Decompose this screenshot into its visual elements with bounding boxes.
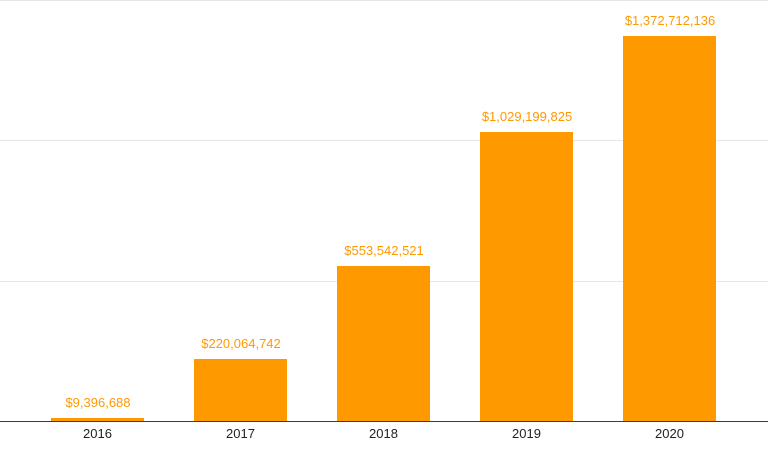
gridline xyxy=(0,140,768,141)
bar-2018 xyxy=(337,266,430,421)
bar-2020 xyxy=(623,36,716,421)
x-axis-label-2017: 2017 xyxy=(226,426,255,441)
x-axis-label-2018: 2018 xyxy=(369,426,398,441)
bar-2019 xyxy=(480,132,573,421)
bar-2017 xyxy=(194,359,287,421)
x-axis: 2016 2017 2018 2019 2020 xyxy=(0,422,768,463)
bar-value-label-2020: $1,372,712,136 xyxy=(624,13,716,28)
x-axis-label-2016: 2016 xyxy=(83,426,112,441)
bar-2016 xyxy=(51,418,144,421)
x-axis-label-2020: 2020 xyxy=(655,426,684,441)
bar-value-label-2019: $1,029,199,825 xyxy=(481,109,573,124)
x-axis-label-2019: 2019 xyxy=(512,426,541,441)
bar-value-label-2017: $220,064,742 xyxy=(201,336,281,351)
gridline xyxy=(0,0,768,1)
bar-value-label-2016: $9,396,688 xyxy=(65,395,131,410)
plot-area: $9,396,688 $220,064,742 $553,542,521 $1,029… xyxy=(0,0,768,421)
bar-value-label-2018: $553,542,521 xyxy=(344,243,424,258)
x-axis-line xyxy=(0,421,768,422)
